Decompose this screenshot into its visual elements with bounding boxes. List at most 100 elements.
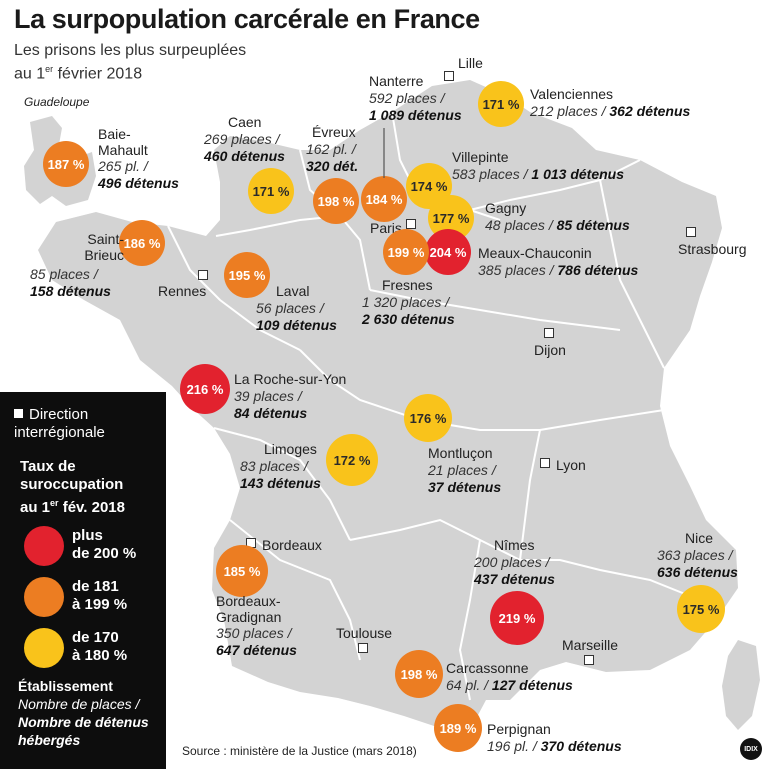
- prison-places: 21 places /: [428, 462, 496, 478]
- prison-bubble-saint-brieuc: 186 %: [119, 220, 165, 266]
- prison-detainees: 109 détenus: [256, 317, 337, 333]
- prison-detainees: 2 630 détenus: [362, 311, 455, 327]
- square-marker-icon: [14, 409, 23, 418]
- prison-detainees: 647 détenus: [216, 642, 297, 658]
- prison-places: 592 places /: [369, 90, 445, 106]
- map-title: La surpopulation carcérale en France: [14, 4, 480, 34]
- legend-panel: Direction interrégionale Taux de suroccu…: [0, 392, 166, 769]
- prison-name: Fresnes: [382, 277, 433, 293]
- prison-detainees: 362 détenus: [609, 103, 691, 119]
- subtitle-date-suffix: février 2018: [53, 65, 143, 83]
- legend-rate-date-suffix: fév. 2018: [58, 499, 125, 516]
- prison-label-laval: Laval 56 places / 109 détenus: [256, 283, 337, 334]
- prison-bubble-limoges: 172 %: [326, 434, 378, 486]
- prison-detainees: 1 013 détenus: [531, 166, 624, 182]
- prison-name: Valenciennes: [530, 86, 614, 102]
- city-marseille: Marseille: [562, 637, 619, 653]
- direction-marker-marseille: [584, 655, 594, 665]
- direction-marker-lyon: [540, 458, 550, 468]
- legend-rate-title-line2: suroccupation: [20, 476, 124, 493]
- prison-label-meaux-chauconin: Meaux-Chauconin 385 places / 786 détenus: [478, 245, 638, 279]
- prison-name: Gagny: [485, 200, 527, 216]
- legend-range-orange: de 181 à 199 %: [72, 578, 128, 613]
- prison-places: 162 pl. /: [306, 141, 356, 157]
- legend-nb-detenus-2: hébergés: [18, 732, 81, 748]
- city-rennes: Rennes: [158, 283, 207, 299]
- legend-direction: Direction interrégionale: [14, 406, 105, 442]
- legend-dot-yellow: [24, 628, 64, 668]
- prison-name: Nanterre: [369, 73, 424, 89]
- prison-places: 200 places /: [474, 554, 550, 570]
- prison-label-nimes: Nîmes 200 places / 437 détenus: [474, 537, 555, 588]
- prison-label-saint-brieuc-detail: 85 places / 158 détenus: [30, 266, 111, 300]
- prison-name: Nîmes: [494, 537, 535, 553]
- prison-detainees: 37 détenus: [428, 479, 502, 495]
- prison-places: 363 places /: [657, 547, 733, 563]
- direction-marker-rennes: [198, 270, 208, 280]
- prison-detainees: 786 détenus: [557, 262, 639, 278]
- guadeloupe-label: Guadeloupe: [24, 95, 90, 109]
- prison-places: 269 places /: [204, 131, 280, 147]
- prison-bubble-perpignan: 189 %: [434, 704, 482, 752]
- prison-label-gagny: Gagny 48 places / 85 détenus: [485, 200, 630, 234]
- prison-bubble-fresnes: 199 %: [383, 229, 429, 275]
- prison-detainees: 437 détenus: [474, 571, 555, 587]
- prison-label-nice: Nice 363 places / 636 détenus: [657, 530, 738, 581]
- prison-bubble-nanterre: 184 %: [361, 176, 407, 222]
- prison-label-saint-brieuc: Saint- Brieuc: [38, 231, 124, 263]
- prison-label-la-roche-sur-yon: La Roche-sur-Yon 39 places / 84 détenus: [234, 371, 346, 422]
- legend-nb-detenus: Nombre de détenus: [18, 714, 149, 730]
- direction-marker-strasbourg: [686, 227, 696, 237]
- prison-label-caen: Caen 269 places / 460 détenus: [204, 114, 285, 165]
- prison-detainees: 85 détenus: [556, 217, 630, 233]
- legend-rate-date-prefix: au 1: [20, 499, 51, 516]
- prison-bubble-baie-mahault: 187 %: [43, 141, 89, 187]
- prison-name: Caen: [228, 114, 262, 130]
- prison-label-bordeaux-gradignan: Bordeaux- Gradignan 350 places / 647 dét…: [216, 593, 297, 659]
- prison-places: 212 places /: [530, 103, 606, 119]
- legend-nb-places: Nombre de places /: [18, 696, 140, 712]
- direction-marker-dijon: [544, 328, 554, 338]
- prison-bubble-meaux-chauconin: 204 %: [425, 229, 471, 275]
- city-bordeaux: Bordeaux: [262, 537, 322, 553]
- city-lille: Lille: [458, 55, 483, 71]
- legend-range-red: plus de 200 %: [72, 527, 137, 562]
- direction-marker-lille: [444, 71, 454, 81]
- prison-bubble-nimes: 219 %: [490, 591, 544, 645]
- map-subtitle: Les prisons les plus surpeuplées au 1er …: [14, 41, 246, 83]
- prison-places: 196 pl. /: [487, 738, 537, 754]
- city-toulouse: Toulouse: [336, 625, 393, 641]
- prison-places: 1 320 places /: [362, 294, 450, 310]
- source-credit: Source : ministère de la Justice (mars 2…: [182, 744, 417, 758]
- prison-bubble-montlucon: 176 %: [404, 394, 452, 442]
- prison-label-valenciennes: Valenciennes 212 places / 362 détenus: [530, 86, 690, 120]
- prison-detainees: 158 détenus: [30, 283, 111, 299]
- prison-name: La Roche-sur-Yon: [234, 371, 347, 387]
- prison-places: 85 places /: [30, 266, 98, 282]
- legend-etab: Établissement: [18, 678, 113, 694]
- legend-establishment-key: Établissement Nombre de places / Nombre …: [18, 677, 149, 749]
- prison-bubble-valenciennes: 171 %: [478, 81, 524, 127]
- prison-label-evreux: Évreux 162 pl. / 320 dét.: [306, 124, 358, 175]
- prison-bubble-carcassonne: 198 %: [395, 650, 443, 698]
- prison-places: 56 places /: [256, 300, 324, 316]
- prison-label-villepinte: Villepinte 583 places / 1 013 détenus: [452, 149, 624, 183]
- prison-places: 385 places /: [478, 262, 554, 278]
- prison-detainees: 460 détenus: [204, 148, 285, 164]
- subtitle-line-1: Les prisons les plus surpeuplées: [14, 42, 247, 59]
- prison-label-montlucon: Montluçon 21 places / 37 détenus: [428, 445, 501, 496]
- prison-name: Montluçon: [428, 445, 493, 461]
- prison-label-fresnes: Fresnes 1 320 places / 2 630 détenus: [362, 277, 455, 328]
- prison-name: Perpignan: [487, 721, 551, 737]
- prison-places: 48 places /: [485, 217, 553, 233]
- idix-logo: IDIX: [740, 738, 762, 760]
- prison-places: 83 places /: [240, 458, 308, 474]
- prison-bubble-nice: 175 %: [677, 585, 725, 633]
- corsica-island: [722, 640, 760, 730]
- city-strasbourg: Strasbourg: [678, 241, 747, 257]
- prison-label-baie-mahault: Baie- Mahault 265 pl. / 496 détenus: [98, 126, 179, 192]
- prison-label-nanterre: Nanterre 592 places / 1 089 détenus: [369, 73, 462, 124]
- prison-label-limoges: Limoges 83 places / 143 détenus: [240, 441, 321, 492]
